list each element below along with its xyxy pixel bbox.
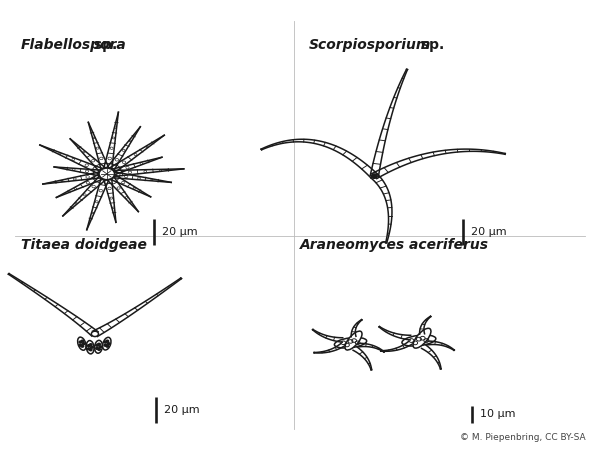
Circle shape	[79, 341, 82, 343]
Ellipse shape	[402, 335, 436, 346]
Polygon shape	[103, 172, 139, 212]
Polygon shape	[103, 173, 116, 222]
Polygon shape	[313, 329, 343, 342]
Text: © M. Piepenbring, CC BY-SA: © M. Piepenbring, CC BY-SA	[460, 433, 586, 442]
Circle shape	[81, 340, 83, 342]
Polygon shape	[104, 135, 164, 176]
Polygon shape	[359, 343, 384, 352]
Polygon shape	[371, 174, 392, 243]
Text: sp.: sp.	[416, 38, 444, 53]
Polygon shape	[351, 320, 362, 337]
Polygon shape	[314, 344, 344, 353]
Text: sp.: sp.	[89, 38, 117, 53]
Polygon shape	[372, 149, 505, 179]
Text: 20 μm: 20 μm	[162, 227, 198, 237]
Circle shape	[104, 344, 107, 346]
Text: Titaea doidgeae: Titaea doidgeae	[20, 238, 146, 252]
Polygon shape	[261, 139, 377, 178]
Polygon shape	[103, 112, 118, 174]
Circle shape	[371, 174, 377, 178]
Text: 10 μm: 10 μm	[480, 410, 515, 419]
Circle shape	[96, 344, 98, 346]
Polygon shape	[43, 171, 108, 184]
Circle shape	[79, 344, 82, 346]
Polygon shape	[40, 145, 109, 177]
Polygon shape	[105, 157, 162, 177]
Polygon shape	[419, 316, 431, 334]
Circle shape	[88, 348, 90, 350]
Polygon shape	[54, 167, 107, 177]
Circle shape	[98, 348, 100, 350]
Text: Scorpiosporium: Scorpiosporium	[309, 38, 431, 53]
Polygon shape	[103, 127, 140, 176]
Ellipse shape	[334, 338, 367, 348]
Circle shape	[104, 341, 107, 343]
Circle shape	[81, 345, 83, 347]
Polygon shape	[70, 139, 110, 176]
Circle shape	[98, 343, 100, 345]
Polygon shape	[381, 342, 412, 351]
Circle shape	[91, 346, 93, 348]
Ellipse shape	[77, 337, 86, 350]
Ellipse shape	[413, 328, 431, 348]
Polygon shape	[106, 171, 171, 182]
Polygon shape	[104, 171, 151, 197]
Circle shape	[89, 344, 92, 346]
Polygon shape	[428, 341, 454, 350]
Circle shape	[88, 345, 90, 346]
Polygon shape	[88, 122, 111, 175]
Polygon shape	[370, 69, 407, 176]
Text: 20 μm: 20 μm	[164, 405, 199, 415]
Circle shape	[106, 340, 109, 342]
Circle shape	[82, 343, 85, 345]
Circle shape	[106, 345, 109, 347]
Ellipse shape	[86, 341, 94, 354]
Circle shape	[89, 349, 92, 351]
Circle shape	[99, 168, 115, 180]
Circle shape	[96, 347, 98, 349]
Polygon shape	[87, 173, 111, 230]
Ellipse shape	[103, 338, 111, 350]
Polygon shape	[379, 327, 410, 340]
Polygon shape	[92, 278, 181, 337]
Ellipse shape	[95, 340, 103, 353]
Polygon shape	[63, 172, 110, 216]
Circle shape	[91, 331, 98, 337]
Ellipse shape	[345, 331, 362, 350]
Polygon shape	[353, 347, 371, 370]
Polygon shape	[8, 274, 98, 336]
Text: Araneomyces aceriferus: Araneomyces aceriferus	[300, 238, 489, 252]
Text: Flabellospora: Flabellospora	[20, 38, 127, 53]
Polygon shape	[106, 169, 184, 177]
Circle shape	[99, 346, 101, 348]
Text: 20 μm: 20 μm	[471, 227, 507, 237]
Polygon shape	[56, 171, 109, 198]
Circle shape	[107, 343, 110, 345]
Polygon shape	[422, 345, 441, 369]
